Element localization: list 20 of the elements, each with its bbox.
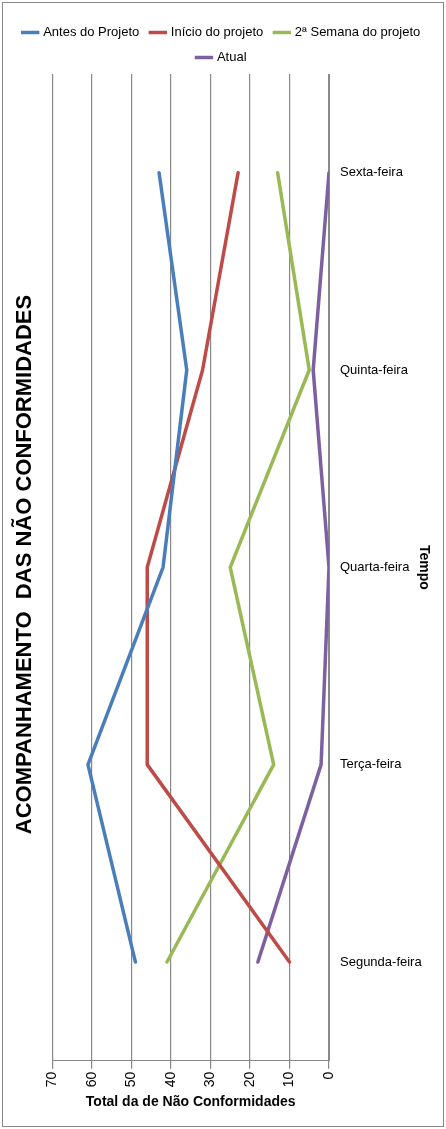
legend-label: Antes do Projeto [43, 24, 140, 40]
x-tick-label: 60 [82, 1071, 99, 1088]
y-axis-title: Tempo [416, 544, 433, 590]
legend-label: 2ª Semana do projeto [294, 24, 421, 40]
x-tick-label: 20 [240, 1071, 257, 1088]
y-tick-label: Sexta-feira [340, 164, 404, 180]
legend-label: Início do projeto [170, 24, 264, 40]
legend-label: Atual [216, 49, 247, 65]
x-tick-label: 30 [201, 1071, 218, 1088]
y-tick-label: Segunda-feira [340, 953, 423, 969]
x-tick-label: 10 [280, 1071, 297, 1088]
x-axis-title: Total da de Não Conformidades [85, 1093, 296, 1110]
x-tick-label: 0 [319, 1071, 336, 1080]
x-tick-label: 70 [43, 1071, 60, 1088]
y-tick-label: Quinta-feira [340, 361, 409, 377]
x-tick-label: 50 [122, 1071, 139, 1088]
y-tick-label: Terça-feira [340, 756, 403, 772]
text: ACOMPANHAMENTO DAS NÃO CONFORMIDADES [11, 294, 37, 835]
x-tick-label: 40 [161, 1071, 178, 1088]
y-tick-label: Quarta-feira [340, 558, 411, 574]
